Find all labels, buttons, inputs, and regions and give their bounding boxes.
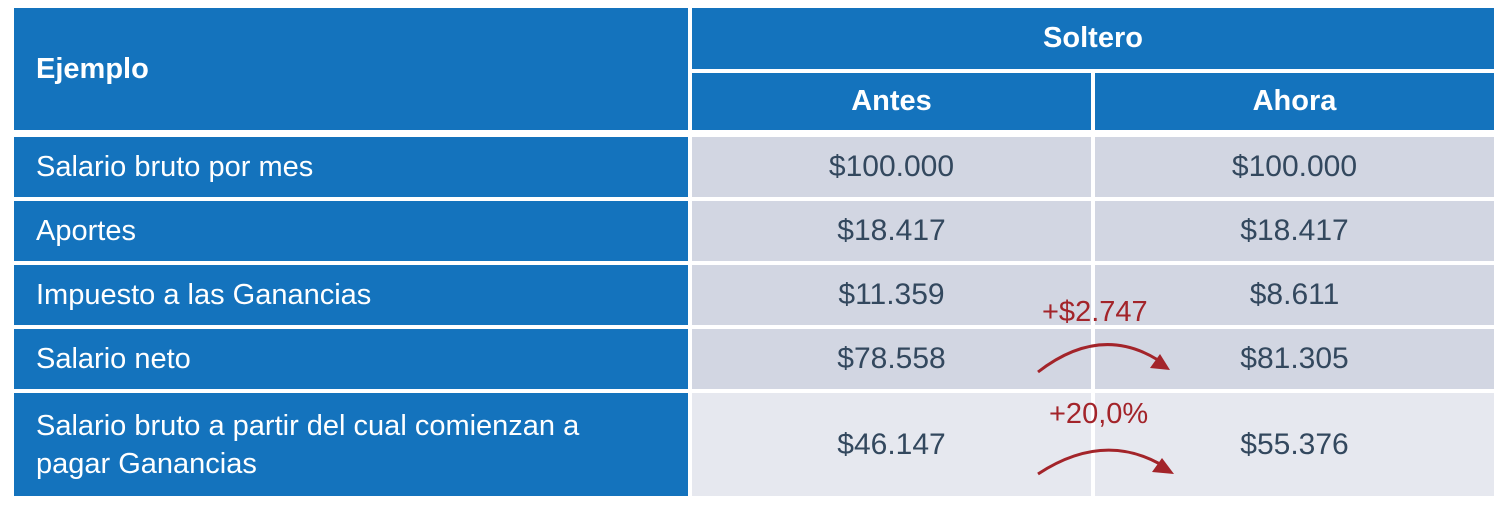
row-value-after: $18.417: [1095, 201, 1494, 261]
row-label-text: Salario bruto por mes: [36, 151, 314, 183]
row-label: Salario neto: [14, 329, 688, 389]
net-salary-arrow-icon: [1037, 343, 1170, 374]
net-salary-change-label: +$2.747: [1042, 296, 1148, 328]
row-value-before-text: $78.558: [837, 342, 946, 375]
row-value-after-text: $100.000: [1231, 150, 1358, 183]
row-label-text: Salario neto: [36, 343, 191, 375]
row-value-before: $46.147: [692, 393, 1091, 496]
row-label: Salario bruto por mes: [14, 137, 688, 197]
header-group-label: Soltero: [1043, 22, 1143, 54]
row-value-before-text: $46.147: [837, 427, 946, 461]
threshold-arrow-icon: [1037, 448, 1174, 476]
header-col-before: Antes: [692, 73, 1091, 130]
header-example-label: Ejemplo: [36, 52, 149, 85]
header-col-after-label: Ahora: [1252, 85, 1337, 117]
row-label: Impuesto a las Ganancias: [14, 265, 688, 325]
row-value-before: $11.359: [692, 265, 1091, 325]
row-value-before-text: $11.359: [838, 278, 945, 311]
row-label: Aportes: [14, 201, 688, 261]
header-col-before-label: Antes: [851, 85, 932, 117]
header-col-after: Ahora: [1095, 73, 1494, 130]
row-label: Salario bruto a partir del cual comienza…: [14, 393, 688, 496]
row-label-text: Salario bruto a partir del cual comienza…: [36, 409, 580, 480]
row-value-after-text: $55.376: [1240, 427, 1349, 461]
threshold-change-label: +20,0%: [1049, 398, 1149, 430]
row-value-before-text: $100.000: [828, 150, 955, 183]
row-value-before: $100.000: [692, 137, 1091, 197]
row-value-after-text: $81.305: [1240, 342, 1349, 375]
row-label-text: Aportes: [36, 215, 136, 247]
row-value-after: $55.376: [1095, 393, 1494, 496]
row-value-after-text: $8.611: [1249, 278, 1340, 311]
row-value-after: $100.000: [1095, 137, 1494, 197]
row-value-before: $78.558: [692, 329, 1091, 389]
row-label-text: Impuesto a las Ganancias: [36, 279, 372, 311]
row-value-before-text: $18.417: [837, 214, 946, 247]
row-value-after-text: $18.417: [1240, 214, 1349, 247]
row-value-after: $8.611: [1095, 265, 1494, 325]
header-group-soltero: Soltero: [692, 8, 1494, 69]
header-example: Ejemplo: [14, 8, 688, 130]
row-value-before: $18.417: [692, 201, 1091, 261]
